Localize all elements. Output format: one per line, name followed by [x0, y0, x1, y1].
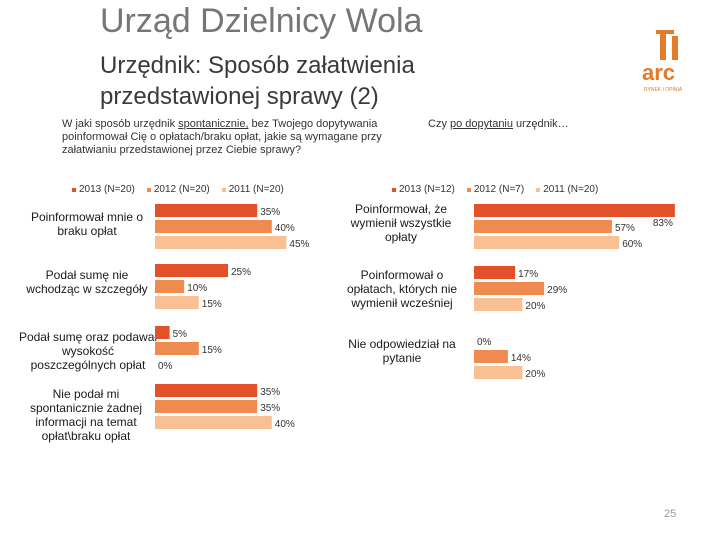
legend-item-2011: 2011 (N=20) [536, 184, 598, 195]
logo-tagline: RYNEK I OPINIA [644, 87, 683, 93]
right-question: Czy po dopytaniu urzędnik… [428, 118, 569, 130]
bar-value-label: 57% [615, 223, 635, 234]
legend-swatch [392, 187, 396, 192]
bar [155, 204, 258, 217]
bar-value-label: 0% [158, 361, 173, 372]
bar-value-label: 40% [275, 419, 295, 430]
bar [155, 220, 272, 233]
bar [474, 236, 620, 249]
right-legend: 2013 (N=12) 2012 (N=7) 2011 (N=20) [392, 184, 598, 195]
bar-value-label: 15% [202, 345, 222, 356]
page-title: Urząd Dzielnicy Wola [100, 2, 423, 40]
page-number: 25 [664, 508, 677, 520]
bar [474, 266, 516, 279]
bar [155, 384, 258, 397]
bar [155, 326, 170, 339]
legend-item-2012: 2012 (N=7) [466, 184, 524, 195]
bar-value-label: 45% [289, 239, 309, 250]
bar-value-label: 83% [653, 218, 673, 229]
bar [155, 416, 272, 429]
bar-value-label: 10% [187, 283, 207, 294]
right-category-label: Nie odpowiedział na pytanie [348, 337, 456, 365]
logo-bar-top [656, 30, 674, 34]
legend-item-2011: 2011 (N=20) [221, 184, 284, 195]
legend-swatch [72, 187, 76, 192]
bar-value-label: 0% [477, 337, 492, 348]
left-category-label: Podał sumę nie wchodząc w szczegóły [26, 268, 148, 296]
bar [474, 204, 675, 217]
bar [155, 264, 228, 277]
legend-swatch [221, 187, 226, 192]
left-category-label: Nie podał mi spontanicznie żadnej inform… [29, 387, 143, 443]
legend-swatch [146, 187, 151, 192]
right-category-label: Poinformował o opłatach, których nie wym… [346, 268, 458, 310]
bar [474, 298, 523, 311]
bar [474, 220, 612, 233]
bar-value-label: 35% [260, 207, 280, 218]
bar-value-label: 35% [260, 387, 280, 398]
left-category-label: Poinformował mnie o braku opłat [30, 210, 144, 238]
legend-swatch [536, 187, 541, 192]
bar-value-label: 17% [518, 269, 538, 280]
legend-item-2012: 2012 (N=20) [146, 184, 210, 195]
bar-value-label: 20% [525, 301, 545, 312]
bar [155, 280, 185, 293]
left-legend: 2013 (N=20) 2012 (N=20) 2011 (N=20) [72, 184, 284, 195]
logo-bar-post [660, 34, 666, 60]
bar-value-label: 5% [173, 329, 188, 340]
bar [155, 236, 287, 249]
left-question: W jaki sposób urzędnik spontanicznie, be… [62, 118, 382, 156]
bar-value-label: 20% [525, 369, 545, 380]
arc-logo: arc RYNEK I OPINIA [642, 30, 683, 93]
legend-item-2013: 2013 (N=20) [72, 184, 135, 195]
right-category-label: Poinformował, że wymienił wszystkie opła… [350, 202, 452, 244]
left-category-label: Podał sumę oraz podawał wysokość poszcze… [18, 330, 158, 372]
page-subtitle: Urzędnik: Sposób załatwienia przedstawio… [100, 52, 415, 110]
legend-item-2013: 2013 (N=12) [392, 184, 455, 195]
logo-text: arc [642, 60, 675, 85]
legend-swatch [466, 187, 471, 192]
logo-bar-post-2 [672, 36, 678, 60]
bar [474, 366, 523, 379]
bar-value-label: 29% [547, 285, 567, 296]
bar-value-label: 60% [622, 239, 642, 250]
bar [155, 342, 199, 355]
bar-value-label: 25% [231, 267, 251, 278]
bar-value-label: 40% [275, 223, 295, 234]
bar [474, 350, 508, 363]
bar [474, 282, 545, 295]
bar [155, 296, 199, 309]
bar-value-label: 15% [202, 299, 222, 310]
bar-value-label: 14% [511, 353, 531, 364]
bar [155, 400, 258, 413]
bar-value-label: 35% [260, 403, 280, 414]
